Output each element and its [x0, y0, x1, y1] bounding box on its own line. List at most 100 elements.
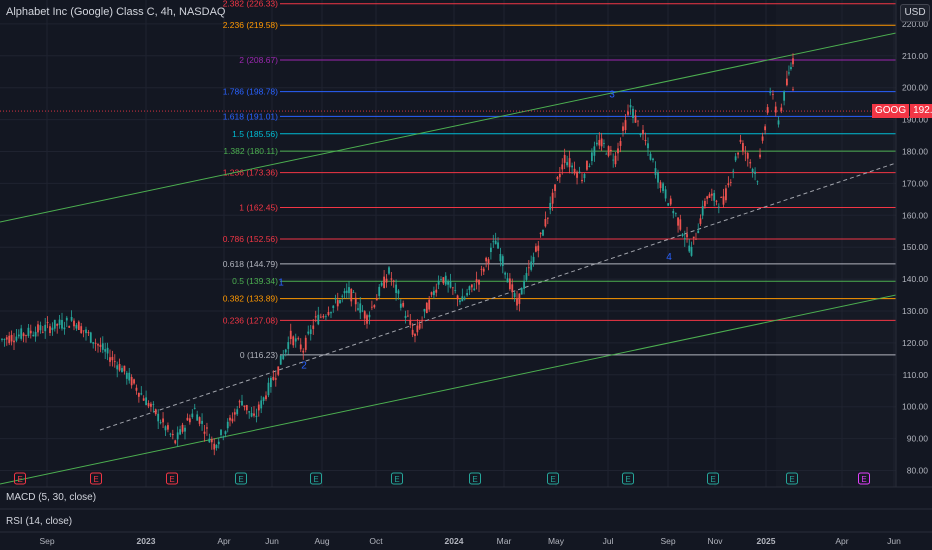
candle-body — [756, 181, 759, 183]
candle-body — [542, 229, 544, 236]
candle-body — [53, 319, 56, 329]
fib-level-label: 0.618 (144.79) — [223, 259, 278, 269]
candle-body — [312, 325, 315, 329]
event-marker-box — [90, 472, 102, 485]
candle-body — [226, 421, 229, 429]
y-tick-label: 100.00 — [902, 402, 928, 412]
earnings-event-marker: E — [786, 472, 798, 485]
candle-body — [751, 168, 754, 173]
fib-level-label: 2.236 (219.58) — [223, 20, 278, 30]
earnings-event-marker: E — [90, 472, 102, 485]
candle-body — [10, 334, 13, 342]
candle-body — [167, 425, 169, 430]
candle-body — [425, 302, 428, 314]
candle-body — [527, 267, 530, 269]
candle-body — [466, 293, 468, 296]
earnings-event-marker: E — [166, 472, 178, 485]
candle-body — [506, 278, 509, 283]
candle-body — [238, 401, 241, 403]
candle-body — [336, 300, 339, 307]
candle-body — [171, 434, 174, 436]
candle-body — [3, 338, 6, 340]
candle-body — [607, 146, 610, 156]
candle-body — [162, 418, 164, 423]
event-marker-label: E — [789, 475, 794, 484]
candle-body — [664, 189, 667, 199]
candle-body — [302, 350, 305, 353]
elliott-wave-label: 4 — [666, 252, 672, 263]
candle-body — [260, 400, 263, 409]
x-tick-label: Jun — [265, 536, 279, 546]
candle-body — [17, 334, 20, 337]
candle-body — [215, 445, 218, 448]
candle-body — [253, 413, 255, 416]
x-tick-label: 2023 — [137, 536, 156, 546]
candle-body — [272, 376, 275, 380]
event-marker-label: E — [17, 475, 22, 484]
candle-body — [699, 218, 702, 224]
currency-button[interactable]: USD — [900, 4, 930, 22]
candle-body — [152, 404, 155, 405]
candle-body — [788, 72, 790, 74]
candle-body — [499, 254, 502, 262]
event-marker-box — [469, 472, 481, 485]
candle-body — [532, 256, 535, 263]
candle-body — [561, 164, 564, 170]
candle-body — [294, 338, 297, 342]
candle-body — [581, 179, 583, 182]
candle-body — [513, 293, 516, 298]
candle-body — [632, 108, 634, 119]
channel-upper-line — [0, 32, 897, 223]
y-tick-label: 160.00 — [902, 210, 928, 220]
candle-body — [624, 120, 627, 131]
candle-body — [345, 290, 348, 293]
y-tick-label: 210.00 — [902, 51, 928, 61]
candle-body — [279, 355, 282, 365]
candle-body — [704, 200, 706, 207]
candle-body — [558, 174, 561, 178]
candle-body — [25, 335, 27, 337]
candle-body — [727, 183, 730, 186]
candle-body — [516, 298, 518, 306]
candle-body — [289, 330, 292, 340]
candle-body — [184, 427, 186, 432]
price-tag-symbol: GOOG — [872, 104, 910, 118]
y-tick-label: 150.00 — [902, 242, 928, 252]
candle-body — [106, 347, 109, 354]
x-tick-label: Aug — [314, 536, 329, 546]
candle-body — [634, 115, 637, 123]
candle-body — [121, 368, 123, 373]
candle-body — [352, 292, 355, 293]
candle-body — [77, 321, 80, 330]
macd-indicator-label[interactable]: MACD (5, 30, close) — [6, 492, 97, 503]
candle-body — [176, 432, 179, 440]
candle-body — [629, 105, 632, 108]
chart-title: Alphabet Inc (Google) Class C, 4h, NASDA… — [6, 6, 226, 18]
candle-body — [614, 155, 617, 165]
candle-body — [440, 279, 442, 280]
candle-body — [32, 334, 35, 337]
candle-body — [451, 287, 454, 289]
candle-body — [267, 382, 270, 396]
candle-body — [111, 356, 114, 361]
candle-body — [388, 267, 390, 274]
candle-body — [87, 332, 90, 334]
candle-body — [37, 324, 39, 333]
candle-body — [222, 436, 225, 438]
candle-body — [22, 333, 25, 337]
candle-body — [255, 415, 258, 417]
elliott-wave-label: 3 — [609, 89, 615, 100]
candle-body — [568, 158, 571, 168]
candle-body — [217, 441, 220, 445]
candle-body — [34, 331, 37, 337]
candle-body — [135, 387, 138, 391]
candle-body — [309, 329, 312, 335]
event-marker-label: E — [861, 475, 866, 484]
candle-body — [637, 120, 639, 122]
candle-body — [603, 143, 605, 144]
candle-body — [116, 365, 119, 370]
rsi-indicator-label[interactable]: RSI (14, close) — [6, 516, 73, 527]
candle-body — [80, 326, 83, 334]
candle-body — [644, 139, 647, 142]
